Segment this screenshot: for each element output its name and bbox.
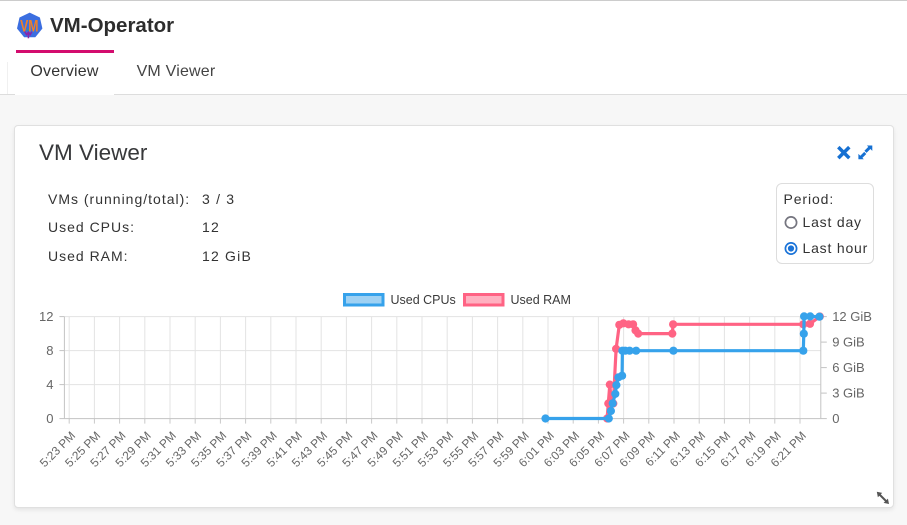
svg-text:9 GiB: 9 GiB: [832, 334, 865, 349]
svg-text:3 GiB: 3 GiB: [832, 385, 865, 400]
svg-text:12 GiB: 12 GiB: [832, 309, 872, 324]
svg-text:4: 4: [46, 377, 53, 392]
svg-text:12: 12: [39, 309, 53, 324]
svg-text:Used CPUs: Used CPUs: [391, 293, 456, 307]
svg-text:0: 0: [46, 411, 53, 426]
svg-text:Used RAM: Used RAM: [511, 293, 571, 307]
svg-text:6 GiB: 6 GiB: [832, 360, 865, 375]
svg-text:0: 0: [832, 411, 839, 426]
svg-text:8: 8: [46, 343, 53, 358]
svg-text:Last day: Last day: [803, 214, 862, 230]
svg-text:Last hour: Last hour: [803, 240, 869, 256]
